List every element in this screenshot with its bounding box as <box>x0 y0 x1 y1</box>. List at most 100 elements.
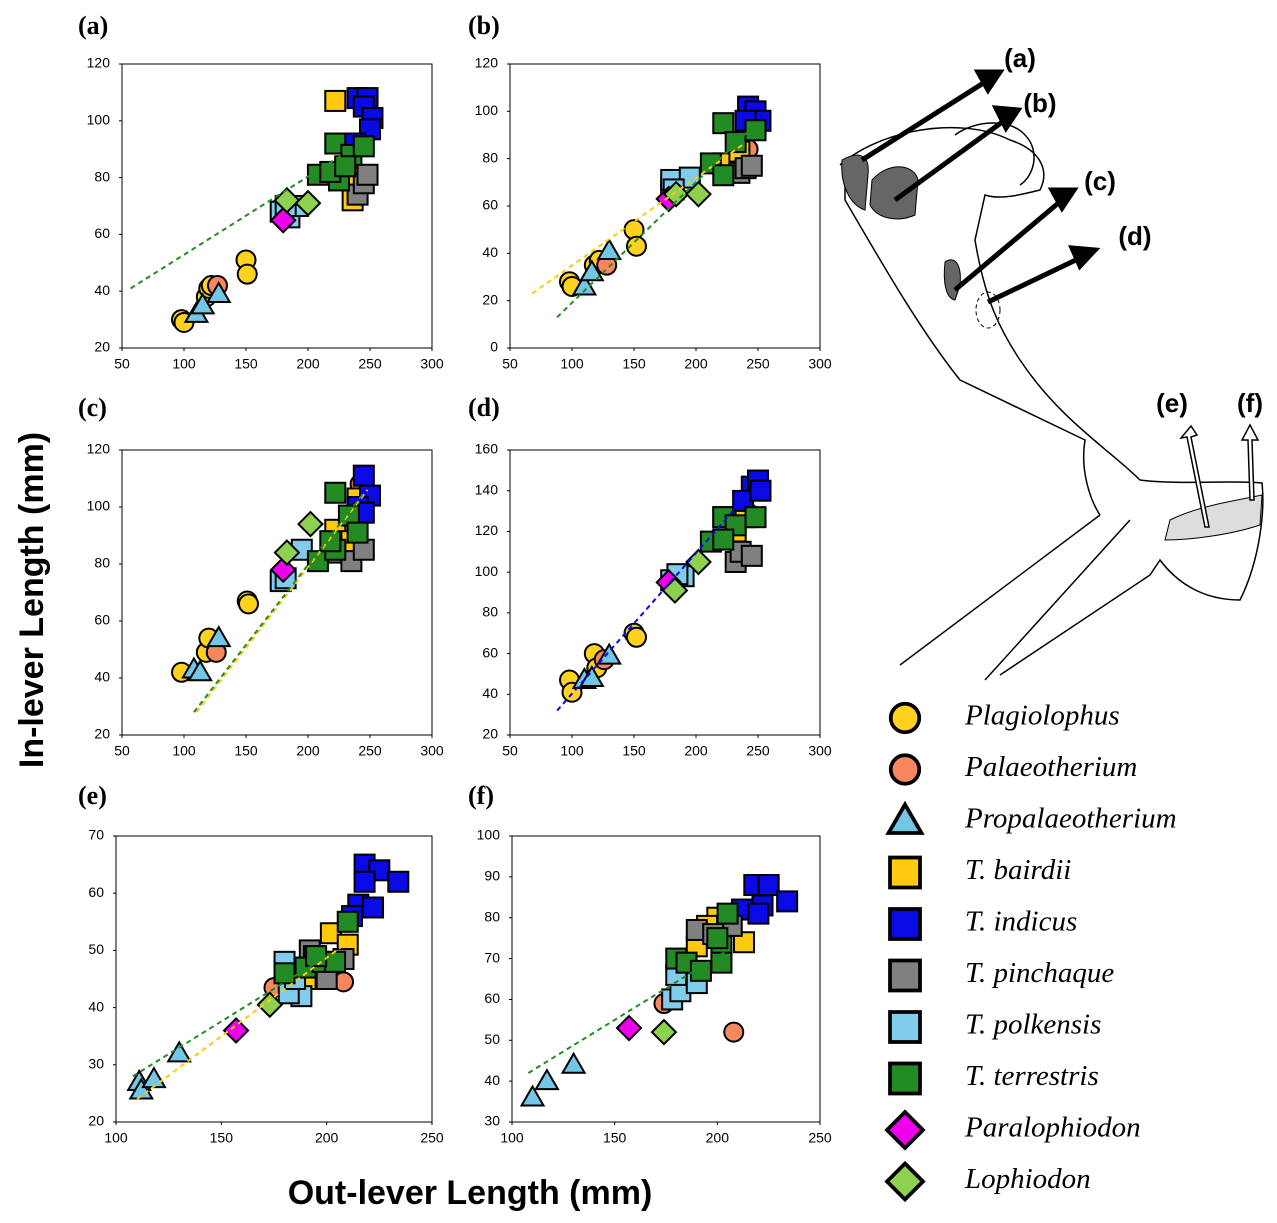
y-tick-label: 80 <box>94 168 110 184</box>
legend-marker <box>888 958 922 993</box>
x-tick-label: 50 <box>114 743 130 759</box>
point <box>615 1014 643 1042</box>
x-tick-label: 100 <box>560 356 584 372</box>
y-tick-label: 40 <box>88 998 104 1014</box>
panel-title: (a) <box>78 11 108 40</box>
y-axis-label: In-lever Length (mm) <box>13 432 51 768</box>
panel-title: (b) <box>468 11 500 40</box>
diagram-label: (c) <box>1084 166 1116 196</box>
legend-label: Paralophiodon <box>964 1112 1141 1144</box>
point <box>256 991 284 1019</box>
point <box>205 625 232 648</box>
x-tick-label: 100 <box>500 1130 524 1146</box>
x-tick-label: 100 <box>560 743 584 759</box>
point <box>236 263 258 285</box>
x-axis-label: Out-lever Length (mm) <box>288 1174 653 1212</box>
y-tick-label: 80 <box>482 604 498 620</box>
y-tick-label: 120 <box>475 522 499 538</box>
point <box>306 550 329 573</box>
y-tick-label: 40 <box>94 669 110 685</box>
point <box>356 163 379 186</box>
y-tick-label: 40 <box>94 282 110 298</box>
point <box>273 186 301 214</box>
diagram-label: (e) <box>1156 388 1188 418</box>
y-tick-label: 80 <box>482 149 498 165</box>
legend-marker <box>888 907 922 941</box>
trend-line <box>193 492 365 713</box>
y-tick-label: 100 <box>475 563 499 579</box>
y-tick-label: 40 <box>484 1072 500 1088</box>
x-tick-label: 250 <box>358 356 382 372</box>
y-tick-label: 30 <box>88 1056 104 1072</box>
y-tick-label: 30 <box>484 1113 500 1129</box>
x-tick-label: 300 <box>808 743 832 759</box>
x-tick-label: 100 <box>172 356 196 372</box>
y-tick-label: 20 <box>482 726 498 742</box>
point <box>346 521 369 544</box>
point <box>716 902 739 925</box>
point <box>596 237 622 260</box>
x-tick-label: 150 <box>234 743 258 759</box>
point <box>187 659 213 682</box>
trend-line <box>531 143 744 295</box>
y-tick-label: 0 <box>490 339 498 355</box>
y-tick-label: 80 <box>94 555 110 571</box>
point <box>324 481 347 504</box>
point <box>744 506 767 529</box>
point <box>189 292 216 315</box>
point <box>273 539 301 567</box>
trend-line <box>130 148 352 290</box>
point <box>740 154 763 177</box>
diagram-label: (a) <box>1004 43 1036 73</box>
x-tick-label: 150 <box>234 356 258 372</box>
point <box>706 927 729 950</box>
x-tick-label: 250 <box>746 743 770 759</box>
point <box>712 112 735 135</box>
legend-marker <box>885 800 925 835</box>
x-tick-label: 50 <box>502 743 518 759</box>
x-tick-label: 150 <box>622 356 646 372</box>
diagram-label: (b) <box>1023 88 1056 118</box>
y-tick-label: 60 <box>94 612 110 628</box>
y-tick-label: 50 <box>88 941 104 957</box>
point <box>733 931 756 954</box>
point <box>723 1021 745 1043</box>
point <box>273 962 296 985</box>
point <box>650 1018 678 1046</box>
point <box>749 479 772 502</box>
y-tick-label: 60 <box>88 884 104 900</box>
y-tick-label: 100 <box>87 498 111 514</box>
point <box>724 131 747 154</box>
x-tick-label: 200 <box>296 356 320 372</box>
x-tick-label: 200 <box>684 743 708 759</box>
point <box>336 910 359 933</box>
point <box>747 902 770 925</box>
x-tick-label: 100 <box>172 743 196 759</box>
trend-line <box>556 496 747 712</box>
trend-line <box>527 949 729 1074</box>
x-tick-label: 250 <box>420 1130 444 1146</box>
y-tick-label: 60 <box>482 197 498 213</box>
y-tick-label: 50 <box>484 1031 500 1047</box>
point <box>740 544 763 567</box>
legend-label: T. polkensis <box>965 1009 1101 1041</box>
point <box>757 874 780 897</box>
point <box>319 922 342 945</box>
legend-marker <box>888 855 922 890</box>
diagram-label: (d) <box>1118 221 1151 251</box>
point <box>710 951 733 974</box>
x-tick-label: 50 <box>114 356 130 372</box>
panel-title: (d) <box>468 393 500 422</box>
legend-label: Palaeotherium <box>964 751 1137 783</box>
legend-marker <box>888 1010 922 1044</box>
y-tick-label: 40 <box>482 685 498 701</box>
y-tick-label: 60 <box>484 990 500 1006</box>
point <box>237 593 259 615</box>
legend-label: T. terrestris <box>965 1060 1099 1092</box>
y-tick-label: 120 <box>475 55 499 71</box>
trend-line <box>556 127 753 318</box>
x-tick-label: 200 <box>706 1130 730 1146</box>
y-tick-label: 20 <box>94 726 110 742</box>
diagram-label: (f) <box>1237 388 1263 418</box>
y-tick-label: 40 <box>482 244 498 260</box>
